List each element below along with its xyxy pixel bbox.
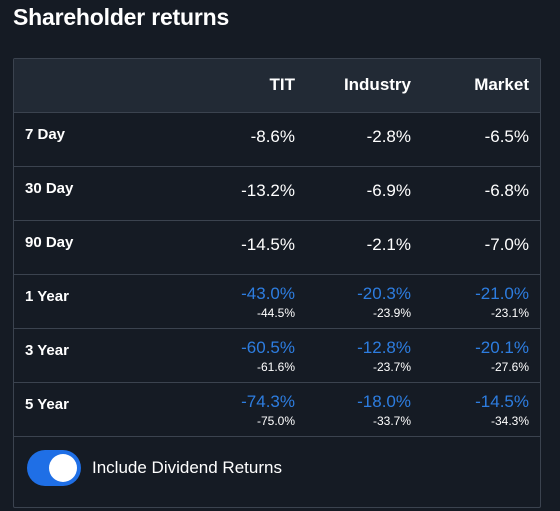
value-market: -20.1% [475, 338, 529, 357]
value-tit: -43.0% [241, 284, 295, 303]
returns-table: TIT Industry Market 7 Day -8.6% -2.8% -6.5%… [13, 58, 541, 508]
section-title: Shareholder returns [13, 4, 230, 30]
value-tit: -8.6% [250, 127, 295, 146]
dividend-toggle-row: Include Dividend Returns [14, 436, 540, 508]
value-industry: -20.3% [357, 284, 411, 303]
value-tit: -60.5% [241, 338, 295, 357]
table-header-row: TIT Industry Market [14, 59, 540, 113]
subvalue-industry: -23.7% [372, 360, 411, 374]
table-row: 90 Day -14.5% -2.1% -7.0% [14, 221, 540, 275]
column-header-tit: TIT [269, 75, 296, 94]
subvalue-tit: -44.5% [256, 306, 295, 320]
value-tit: -13.2% [241, 181, 295, 200]
column-header-industry: Industry [343, 75, 411, 94]
table-row: 7 Day -8.6% -2.8% -6.5% [14, 113, 540, 167]
dividend-returns-toggle[interactable] [27, 450, 81, 486]
value-tit: -74.3% [241, 392, 295, 411]
value-market: -21.0% [475, 284, 529, 303]
table-row: 5 Year -74.3% -75.0% -18.0% -33.7% -14.5% -34.… [14, 383, 540, 437]
subvalue-tit: -61.6% [256, 360, 295, 374]
value-industry: -18.0% [357, 392, 411, 411]
value-market: -6.5% [484, 127, 529, 146]
row-label: 90 Day [25, 234, 74, 251]
row-label: 3 Year [25, 342, 69, 359]
table-row: 3 Year -60.5% -61.6% -12.8% -23.7% -20.1% -27.… [14, 329, 540, 383]
value-industry: -12.8% [357, 338, 411, 357]
subvalue-tit: -75.0% [256, 414, 295, 428]
value-industry: -2.1% [366, 235, 411, 254]
subvalue-market: -23.1% [490, 306, 529, 320]
table-row: 1 Year -43.0% -44.5% -20.3% -23.9% -21.0% -23.… [14, 275, 540, 329]
value-market: -14.5% [475, 392, 529, 411]
subvalue-industry: -23.9% [372, 306, 411, 320]
row-label: 30 Day [25, 180, 74, 197]
subvalue-industry: -33.7% [372, 414, 411, 428]
value-industry: -2.8% [366, 127, 411, 146]
table-row: 30 Day -13.2% -6.9% -6.8% [14, 167, 540, 221]
row-label: 5 Year [25, 396, 69, 413]
value-tit: -14.5% [241, 235, 295, 254]
column-header-market: Market [474, 75, 529, 94]
subvalue-market: -27.6% [490, 360, 529, 374]
row-label: 7 Day [25, 126, 66, 143]
toggle-knob [49, 454, 77, 482]
value-industry: -6.9% [366, 181, 411, 200]
row-label: 1 Year [25, 288, 69, 305]
value-market: -7.0% [484, 235, 529, 254]
subvalue-market: -34.3% [490, 414, 529, 428]
value-market: -6.8% [484, 181, 529, 200]
dividend-toggle-label: Include Dividend Returns [92, 458, 282, 477]
